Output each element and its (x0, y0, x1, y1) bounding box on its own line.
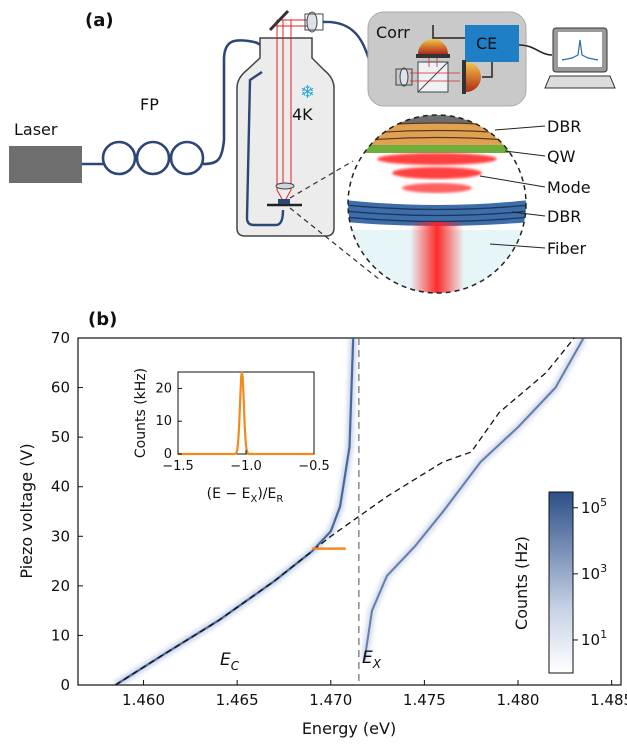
cryostat (236, 37, 335, 237)
colorbar (548, 491, 574, 674)
sample (278, 199, 290, 204)
inset-x-tick-label: −1.0 (230, 459, 262, 474)
lens-icon (306, 11, 318, 33)
fiber-in-cryostat (245, 71, 285, 227)
wire-ce (482, 62, 493, 78)
fp-label: FP (140, 95, 159, 114)
y-tick-label: 60 (51, 379, 70, 397)
cryostat-temp: 4K (292, 105, 313, 124)
inset-x-tick-label: −1.5 (162, 459, 194, 474)
corr-label: Corr (376, 23, 410, 42)
inset-y-tick-label: 10 (155, 414, 172, 429)
y-tick-label: 20 (51, 577, 70, 595)
detector-right (466, 62, 481, 92)
inset-x-title: (E − EX)/ER (207, 486, 284, 505)
y-tick-label: 0 (60, 676, 70, 694)
y-tick-label: 40 (51, 478, 70, 496)
lens-corr (399, 67, 409, 87)
x-tick-label: 1.470 (309, 691, 352, 709)
x-tick-label: 1.485 (590, 691, 627, 709)
laser-box (9, 146, 82, 183)
lower-polariton-line (114, 338, 355, 685)
laser-label: Laser (14, 120, 58, 139)
label-mode: Mode (547, 178, 591, 197)
ex-label: EX (362, 648, 382, 671)
wire-computer (518, 44, 553, 56)
x-tick-label: 1.460 (122, 691, 165, 709)
y-tick-label: 70 (51, 329, 70, 347)
inset-y-title: Counts (kHz) (133, 368, 149, 458)
computer-icon (544, 27, 616, 89)
inset-peak-line (178, 371, 314, 456)
ce-box (465, 25, 519, 62)
label-qw: QW (547, 147, 576, 166)
ce-label: CE (476, 34, 497, 53)
x-axis-title: Energy (eV) (302, 719, 396, 738)
objective-lens (275, 182, 295, 190)
ec-label: EC (220, 650, 240, 673)
inset-plot: −1.5 −1.0 −0.5 0 10 20 (155, 371, 330, 474)
label-fiber: Fiber (547, 239, 586, 258)
colorbar-tick-label: 101 (581, 628, 607, 649)
x-tick-label: 1.465 (216, 691, 259, 709)
inset-y-tick-label: 20 (155, 381, 172, 396)
label-dbr-bottom: DBR (547, 207, 581, 226)
y-tick-label: 30 (51, 527, 70, 545)
panel-b-label: (b) (88, 309, 117, 330)
label-dbr-top: DBR (547, 117, 581, 136)
inset-x-tick-label: −0.5 (298, 459, 330, 474)
inset-y-tick-label: 0 (164, 447, 172, 462)
y-axis-title: Piezo voltage (V) (17, 443, 36, 578)
cavity-dashed-line (115, 338, 575, 685)
colorbar-tick-label: 105 (581, 496, 607, 517)
mirror-icon (268, 9, 290, 32)
zoom-circle (348, 115, 526, 293)
x-tick-label: 1.475 (403, 691, 446, 709)
x-tick-label: 1.480 (497, 691, 540, 709)
colorbar-tick-label: 103 (581, 562, 607, 583)
snowflake-icon: ❄ (300, 82, 315, 103)
y-tick-label: 10 (51, 626, 70, 644)
y-tick-label: 50 (51, 428, 70, 446)
colorbar-title: Counts (Hz) (512, 536, 531, 630)
panel-a-label: (a) (85, 10, 114, 31)
upper-polariton-line (363, 338, 585, 661)
heatmap-plot: 1.460 1.465 1.470 1.475 1.480 1.485 0 10 20 30 40 5… (51, 329, 627, 709)
detector-top (418, 39, 448, 54)
